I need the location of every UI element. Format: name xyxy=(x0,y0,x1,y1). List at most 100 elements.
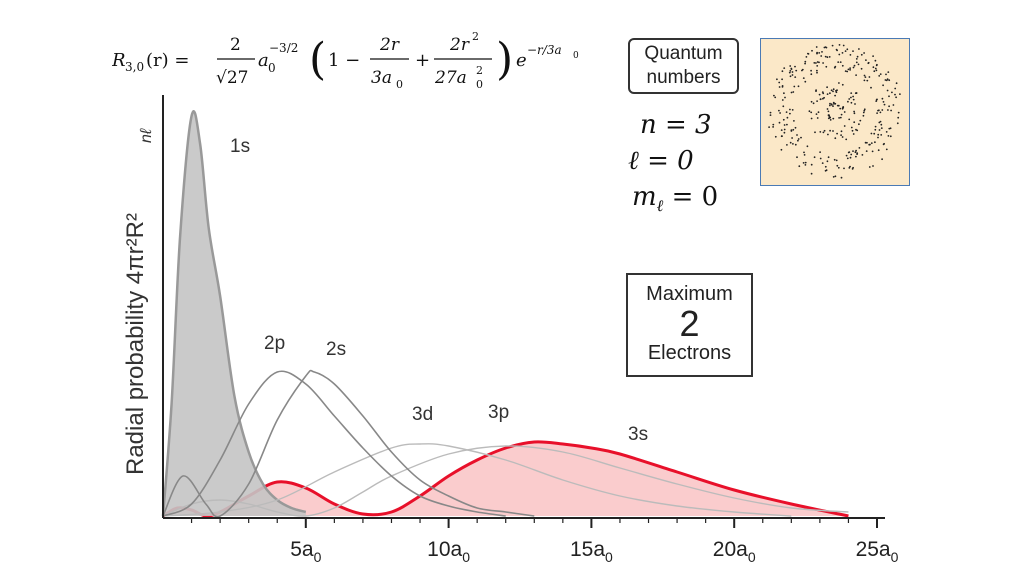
orbital-dot xyxy=(797,138,800,140)
x-tick-label: 20a0 xyxy=(713,538,756,565)
orbital-dot xyxy=(826,93,829,95)
orbital-dot xyxy=(856,55,859,58)
orbital-dot xyxy=(794,143,797,146)
curve-2p xyxy=(162,370,506,517)
orbital-dot xyxy=(845,138,848,141)
orbital-dot xyxy=(800,136,802,139)
formula-lhs-sub: 3,0 xyxy=(125,60,144,74)
frac2-den-sub: 0 xyxy=(396,78,403,91)
orbital-dot xyxy=(812,102,815,105)
orbital-dot xyxy=(850,153,853,156)
x-tick-label: 10a0 xyxy=(427,538,470,565)
orbital-dot xyxy=(797,85,800,88)
orbital-dot xyxy=(790,130,793,132)
orbital-dot xyxy=(849,67,851,69)
orbital-dot xyxy=(829,92,831,95)
orbital-dot xyxy=(891,91,893,94)
orbital-dot xyxy=(810,100,813,103)
quantum-number-n: n = 3 xyxy=(640,110,712,140)
orbital-dot xyxy=(878,75,881,77)
ml-subscript: ℓ xyxy=(656,196,664,216)
x-tick-label: 5a0 xyxy=(290,538,321,565)
orbital-dot xyxy=(879,120,882,123)
orbital-dot xyxy=(796,134,798,136)
frac1-numerator: 2 xyxy=(230,35,241,55)
orbital-dot xyxy=(810,117,813,120)
orbital-dot xyxy=(870,86,872,89)
quantum-numbers-box: Quantum numbers xyxy=(628,38,739,94)
orbital-dot xyxy=(824,46,827,48)
orbital-dot xyxy=(789,141,792,144)
orbital-dot xyxy=(778,121,781,124)
orbital-dot xyxy=(878,129,881,131)
orbital-dot xyxy=(816,69,818,72)
orbital-dot xyxy=(842,106,845,108)
orbital-dot xyxy=(834,137,837,140)
orbital-dot xyxy=(826,108,829,110)
orbital-dot xyxy=(794,65,796,68)
orbital-dot xyxy=(816,51,818,54)
orbital-dot xyxy=(832,117,835,120)
orbital-dot xyxy=(847,68,850,71)
orbital-dot xyxy=(804,60,807,63)
orbital-dot xyxy=(838,82,840,84)
orbital-dot xyxy=(842,44,845,47)
orbital-dot xyxy=(852,133,855,135)
orbital-dot xyxy=(872,55,874,57)
orbital-dot xyxy=(805,56,808,58)
curve-label-1s: 1s xyxy=(230,136,250,157)
orbital-dot xyxy=(860,67,863,70)
orbital-dot xyxy=(890,109,892,112)
orbital-dots-svg xyxy=(768,44,901,179)
orbital-dot xyxy=(814,131,816,134)
orbital-dot xyxy=(881,158,883,161)
orbital-dot xyxy=(817,111,820,114)
orbital-dot xyxy=(881,97,884,100)
y-axis-label: Radial probability 4πr²R² xyxy=(122,213,149,475)
frac3-numerator: 2r xyxy=(449,35,470,55)
curve-label-2p: 2p xyxy=(264,333,285,354)
exp-power: −r/3a xyxy=(527,43,562,57)
orbital-dot xyxy=(789,108,791,111)
ml-value: = 0 xyxy=(663,182,719,212)
orbital-dot xyxy=(870,132,873,135)
orbital-dot xyxy=(808,110,811,113)
orbital-dot xyxy=(791,137,793,139)
orbital-dot xyxy=(877,133,880,136)
orbital-dot xyxy=(838,53,841,56)
maximum-electrons-box: Maximum 2 Electrons xyxy=(626,273,753,377)
orbital-dot xyxy=(806,145,809,148)
orbital-dot xyxy=(873,70,876,73)
orbital-dot xyxy=(853,64,856,67)
orbital-dot xyxy=(888,127,891,130)
a0-symbol: a xyxy=(258,50,269,71)
orbital-dot xyxy=(791,109,794,111)
x-tick-layer: 5a0 10a0 15a0 20a0 25a0 xyxy=(190,518,899,565)
orbital-dot xyxy=(813,156,816,159)
curve-1s xyxy=(161,110,307,517)
orbital-dot xyxy=(843,111,846,113)
orbital-dot xyxy=(797,139,799,142)
orbital-dot xyxy=(852,66,855,69)
orbital-dot xyxy=(874,125,877,128)
orbital-dot xyxy=(874,67,877,70)
orbital-dot xyxy=(781,70,784,73)
orbital-dot xyxy=(897,111,900,114)
frac2-denominator: 3a xyxy=(371,68,392,88)
orbital-dot xyxy=(846,157,849,160)
curve-label-3p: 3p xyxy=(488,402,509,423)
orbital-dot xyxy=(816,65,819,67)
orbital-dot xyxy=(853,121,856,124)
orbital-dot xyxy=(865,150,868,152)
orbital-dot xyxy=(781,78,783,81)
orbital-dot xyxy=(841,64,844,67)
orbital-dot xyxy=(815,46,818,48)
orbital-dot xyxy=(896,122,899,125)
orbital-dot xyxy=(872,66,875,69)
orbital-dot xyxy=(804,164,807,166)
orbital-dot xyxy=(828,115,830,117)
orbital-dot xyxy=(802,77,805,79)
left-paren: ( xyxy=(309,34,326,85)
orbital-dot xyxy=(855,149,857,152)
